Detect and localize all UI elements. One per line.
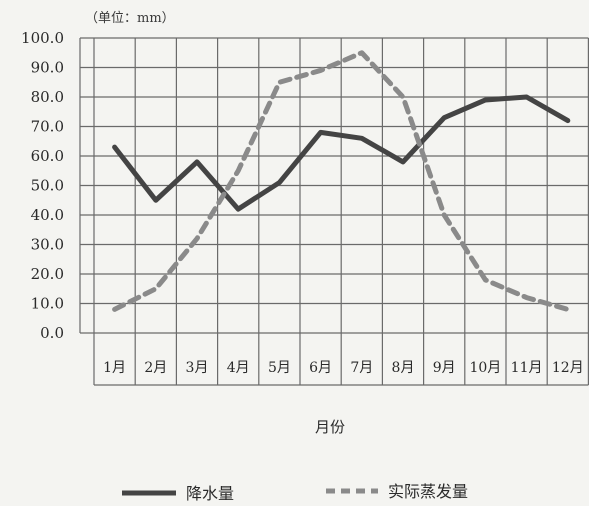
y-tick-label: 0.0 — [40, 324, 64, 342]
y-tick-label: 80.0 — [31, 88, 64, 106]
x-tick-label: 3月 — [186, 360, 209, 376]
x-tick-label: 10月 — [469, 360, 501, 376]
legend: 降水量 实际蒸发量 — [122, 482, 468, 503]
x-tick-label: 7月 — [350, 360, 373, 376]
x-tick-label: 2月 — [144, 360, 167, 376]
x-axis-label: 月份 — [315, 418, 345, 436]
x-tick-label: 12月 — [552, 360, 584, 376]
unit-label: （单位：mm） — [85, 11, 175, 26]
y-tick-label: 70.0 — [31, 118, 64, 136]
x-tick-label: 9月 — [433, 360, 456, 376]
y-tick-label: 20.0 — [31, 265, 64, 283]
y-axis-ticks: 100.0 90.0 80.0 70.0 60.0 50.0 40.0 30.0 20.0 10.… — [21, 29, 64, 342]
series-line-precipitation — [112, 94, 571, 212]
y-tick-label: 100.0 — [21, 29, 64, 47]
x-tick-label: 4月 — [227, 360, 250, 376]
x-tick-label: 11月 — [511, 360, 543, 376]
y-tick-label: 50.0 — [31, 177, 64, 195]
series-line-evaporation — [112, 50, 571, 312]
x-tick-label: 5月 — [268, 360, 291, 376]
y-tick-label: 90.0 — [31, 59, 64, 77]
y-tick-label: 10.0 — [31, 295, 64, 313]
legend-label-precipitation: 降水量 — [186, 484, 234, 503]
y-tick-label: 30.0 — [31, 236, 64, 254]
x-tick-label: 6月 — [309, 360, 332, 376]
y-tick-label: 40.0 — [31, 206, 64, 224]
series-lines — [112, 50, 571, 312]
grid — [79, 37, 589, 386]
legend-label-evaporation: 实际蒸发量 — [388, 482, 468, 501]
x-axis-ticks: 1月 2月 3月 4月 5月 6月 7月 8月 9月 10月 11月 12月 — [103, 360, 584, 376]
x-tick-label: 8月 — [392, 360, 415, 376]
y-tick-label: 60.0 — [31, 147, 64, 165]
x-tick-label: 1月 — [103, 360, 126, 376]
